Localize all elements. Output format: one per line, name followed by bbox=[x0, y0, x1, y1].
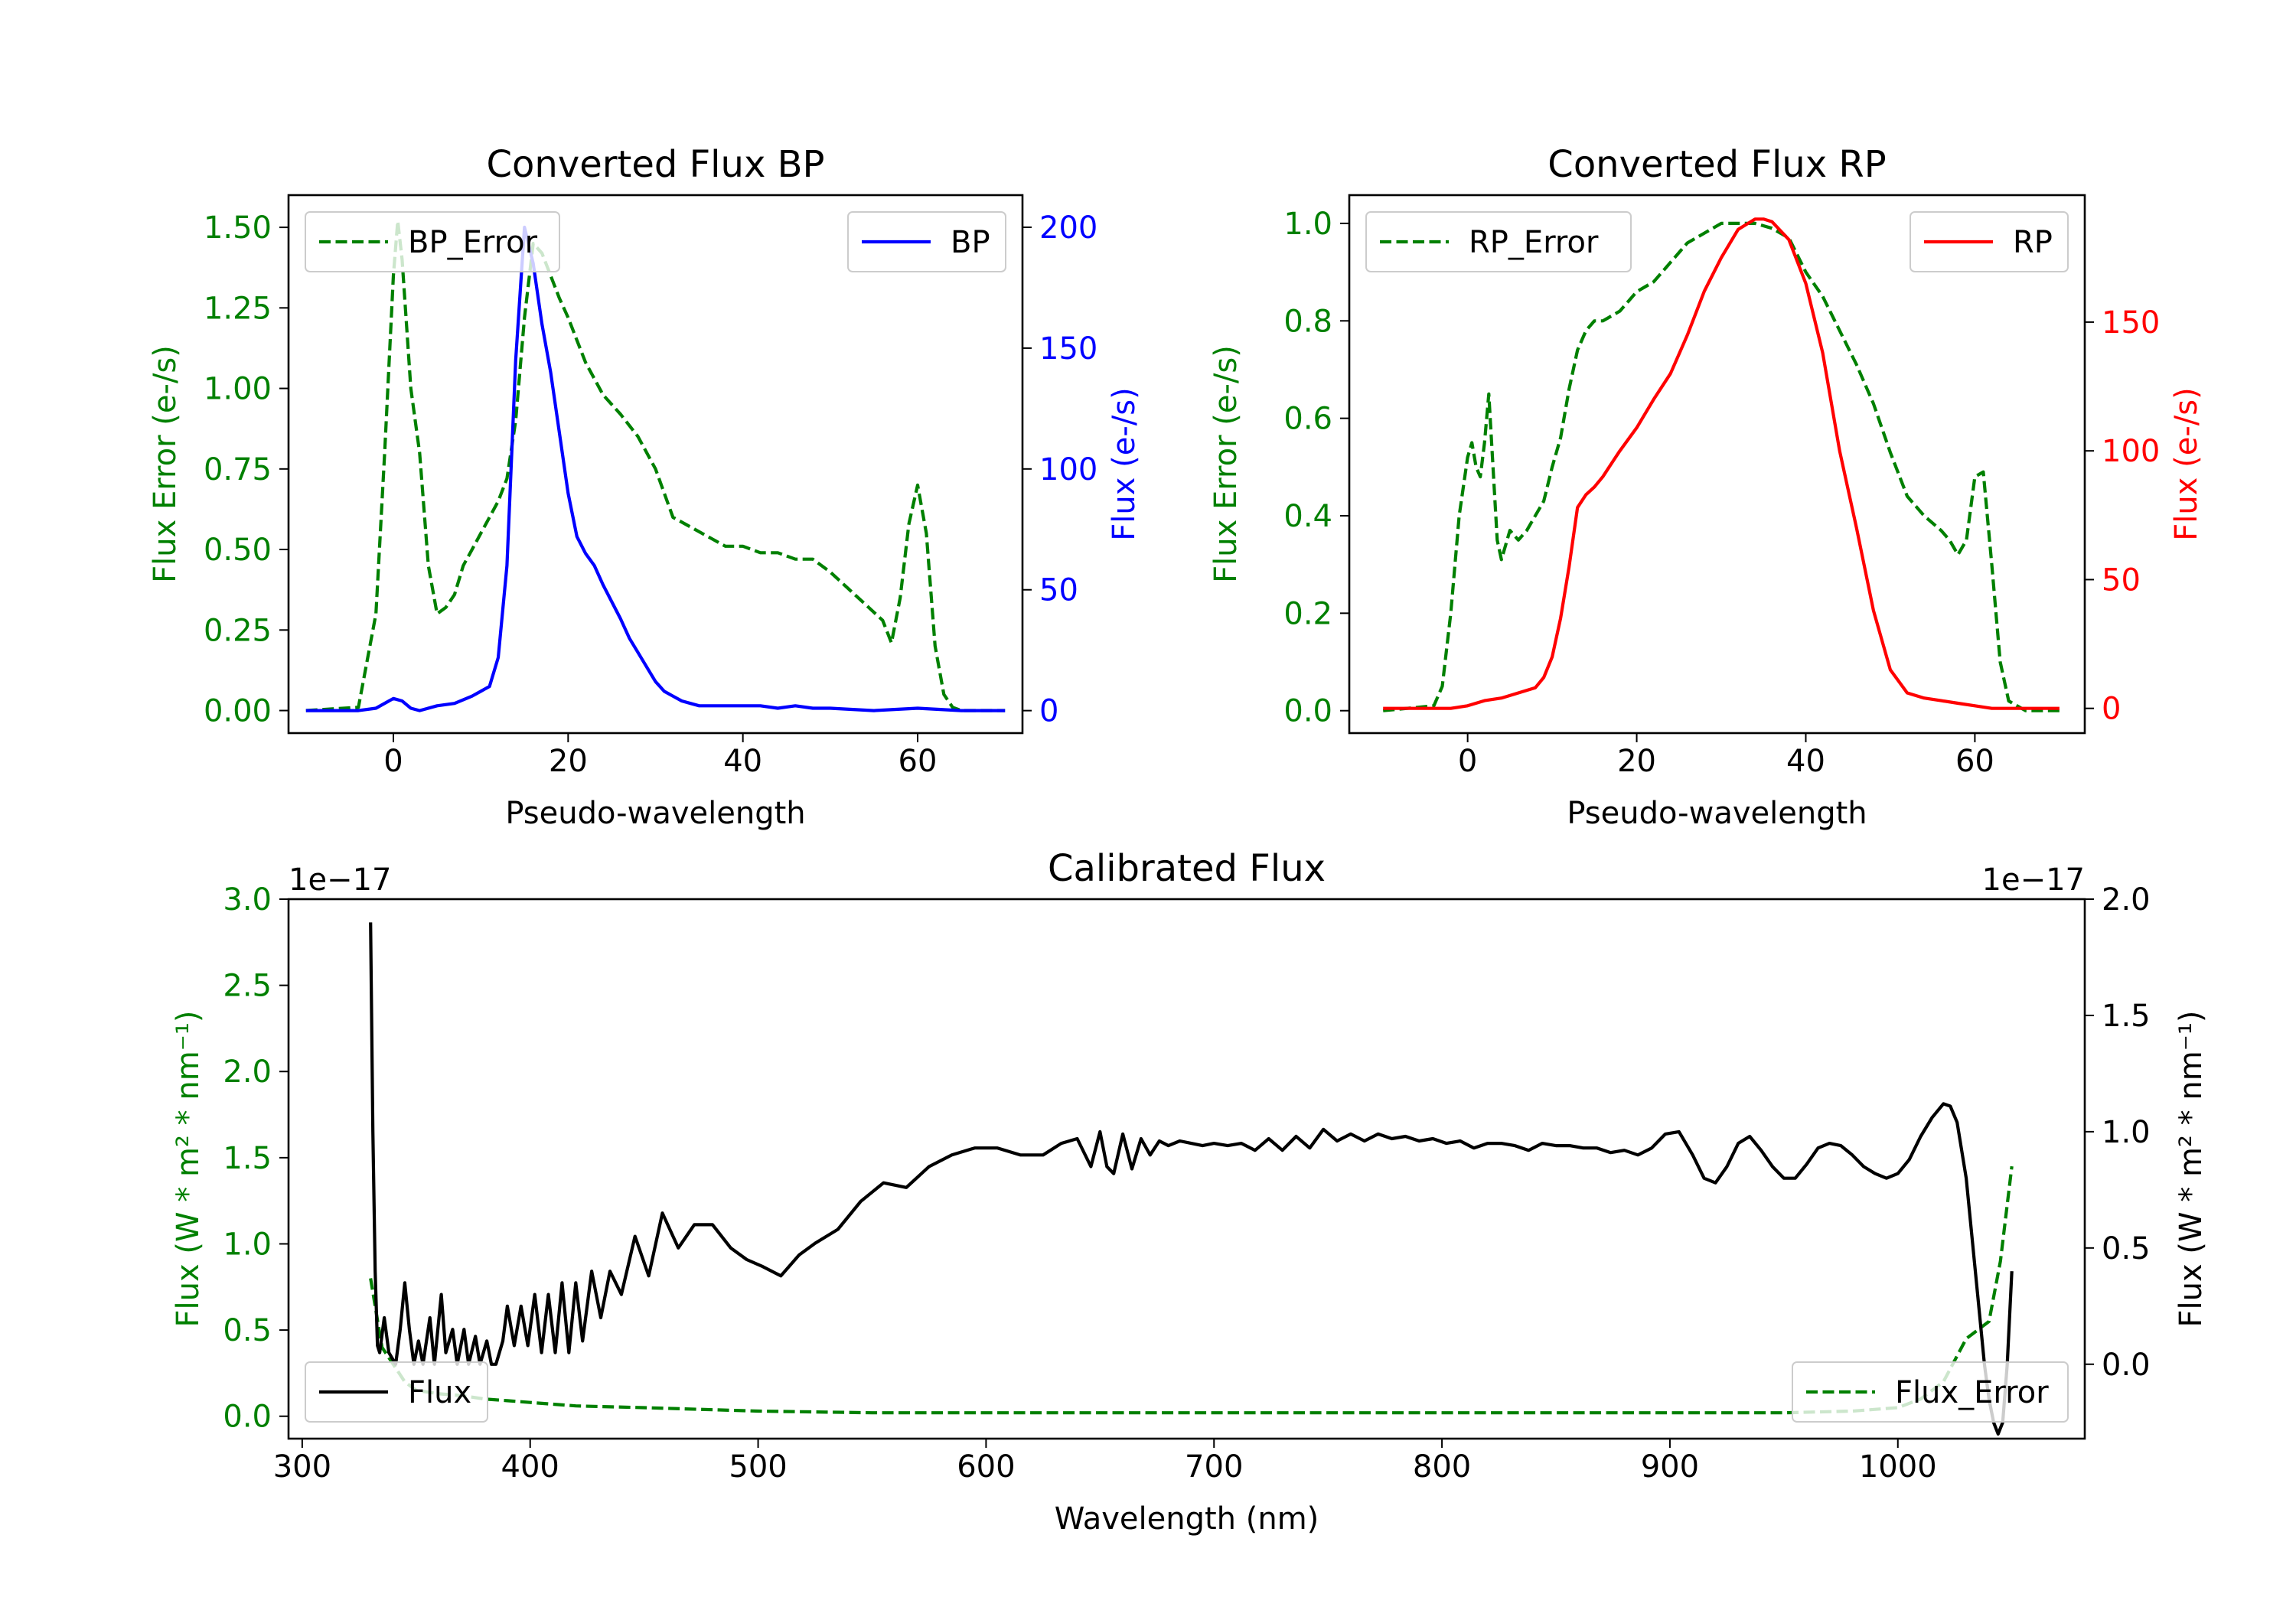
y-left-tick-label: 0.75 bbox=[204, 452, 272, 487]
y-left-tick-label: 0.4 bbox=[1283, 499, 1332, 534]
x-tick-label: 20 bbox=[549, 744, 588, 779]
y-left-tick-label: 2.0 bbox=[223, 1054, 272, 1090]
x-tick-label: 40 bbox=[723, 744, 762, 779]
x-tick-label: 500 bbox=[729, 1449, 787, 1485]
y-left-tick-label: 3.0 bbox=[223, 882, 272, 918]
y-right-tick-label: 0 bbox=[2102, 692, 2121, 727]
y-left-axis-label: Flux Error (e-/s) bbox=[148, 345, 183, 583]
x-axis-label: Pseudo-wavelength bbox=[505, 796, 805, 831]
y-right-tick-label: 2.0 bbox=[2102, 882, 2151, 918]
legend-rp-error: RP_Error bbox=[1365, 211, 1632, 272]
y-left-tick-label: 0.6 bbox=[1283, 402, 1332, 437]
series-line-rp bbox=[1383, 217, 2060, 710]
legend-bp: BP bbox=[847, 211, 1006, 272]
legend-label: Flux_Error bbox=[1895, 1375, 2049, 1410]
legend-box bbox=[1792, 1361, 2069, 1423]
y-left-tick-label: 0.25 bbox=[204, 613, 272, 648]
x-tick-label: 40 bbox=[1786, 744, 1825, 779]
x-tick-label: 0 bbox=[1458, 744, 1477, 779]
y-left-tick-label: 1.0 bbox=[1283, 207, 1332, 242]
y-right-axis-label: Flux (e-/s) bbox=[1107, 387, 1142, 540]
y-right-tick-label: 200 bbox=[1039, 210, 1097, 246]
legend-label: BP bbox=[951, 225, 990, 260]
x-tick-label: 900 bbox=[1641, 1449, 1699, 1485]
x-tick-label: 700 bbox=[1185, 1449, 1243, 1485]
y-right-tick-label: 50 bbox=[1039, 573, 1078, 608]
y-right-tick-label: 1.5 bbox=[2102, 999, 2151, 1034]
x-tick-label: 600 bbox=[957, 1449, 1015, 1485]
y-right-tick-label: 100 bbox=[1039, 452, 1097, 487]
y-right-offset-label: 1e−17 bbox=[1982, 862, 2085, 898]
rp-chart: 0 20 40 60 0.0 0.2 0.4 0.6 0.8 1.0 0 50 100 150 Conver… bbox=[1208, 143, 2204, 831]
legend-rp: RP bbox=[1910, 211, 2069, 272]
y-right-tick-label: 0.5 bbox=[2102, 1231, 2151, 1266]
y-left-tick-label: 1.5 bbox=[223, 1141, 272, 1176]
series-line-flux bbox=[369, 922, 2014, 1436]
x-tick-label: 800 bbox=[1413, 1449, 1471, 1485]
x-tick-label: 300 bbox=[273, 1449, 331, 1485]
legend-box bbox=[305, 1361, 488, 1423]
legend-label: RP_Error bbox=[1469, 225, 1599, 260]
y-left-tick-label: 0.0 bbox=[223, 1400, 272, 1435]
legend-label: BP_Error bbox=[408, 225, 538, 260]
axes-frame bbox=[287, 194, 1024, 735]
y-left-tick-label: 1.00 bbox=[204, 372, 272, 407]
series-line-bp bbox=[305, 225, 1006, 712]
y-right-axis-label: Flux (e-/s) bbox=[2169, 387, 2204, 540]
x-tick-label: 1000 bbox=[1859, 1449, 1937, 1485]
chart-title: Calibrated Flux bbox=[1048, 847, 1326, 890]
y-right-tick-label: 50 bbox=[2102, 562, 2141, 598]
y-left-tick-label: 0.8 bbox=[1283, 304, 1332, 339]
y-right-axis-label: Flux (W * m² * nm⁻¹) bbox=[2174, 1011, 2209, 1328]
y-right-tick-label: 150 bbox=[2102, 305, 2160, 341]
bp-chart: 0 20 40 60 0.00 0.25 0.50 0.75 1.00 1.25 1.50 0 50 10… bbox=[148, 143, 1142, 831]
y-left-axis-label: Flux Error (e-/s) bbox=[1208, 345, 1244, 583]
legend-flux: Flux bbox=[305, 1361, 488, 1423]
y-left-tick-label: 1.50 bbox=[204, 210, 272, 246]
legend-box bbox=[305, 211, 560, 272]
y-left-tick-label: 0.2 bbox=[1283, 596, 1332, 631]
y-right-tick-label: 1.0 bbox=[2102, 1115, 2151, 1150]
y-right-tick-label: 0 bbox=[1039, 694, 1058, 729]
series-line-bp-error bbox=[305, 219, 1006, 712]
y-right-tick-label: 0.0 bbox=[2102, 1348, 2151, 1383]
series-line-rp-error bbox=[1382, 221, 2060, 712]
x-axis-label: Wavelength (nm) bbox=[1055, 1501, 1319, 1537]
y-right-tick-label: 150 bbox=[1039, 331, 1097, 367]
calibrated-flux-chart: 300 400 500 600 700 800 900 1000 0.0 0.5 1.0 1.5 2.0… bbox=[171, 847, 2209, 1537]
axes-frame bbox=[287, 898, 2086, 1440]
legend-flux-error: Flux_Error bbox=[1792, 1361, 2069, 1423]
legend-label: Flux bbox=[408, 1375, 471, 1410]
legend-label: RP bbox=[2013, 225, 2053, 260]
x-tick-label: 0 bbox=[383, 744, 403, 779]
y-left-tick-label: 0.5 bbox=[223, 1313, 272, 1348]
x-tick-label: 60 bbox=[1955, 744, 1994, 779]
y-left-tick-label: 1.25 bbox=[204, 291, 272, 326]
y-left-axis-label: Flux (W * m² * nm⁻¹) bbox=[171, 1011, 206, 1328]
y-left-offset-label: 1e−17 bbox=[289, 862, 391, 898]
y-left-tick-label: 0.00 bbox=[204, 694, 272, 729]
y-left-tick-label: 0.50 bbox=[204, 533, 272, 568]
x-axis-label: Pseudo-wavelength bbox=[1567, 796, 1867, 831]
x-tick-label: 60 bbox=[899, 744, 938, 779]
y-left-tick-label: 0.0 bbox=[1283, 694, 1332, 729]
chart-title: Converted Flux BP bbox=[487, 143, 825, 186]
x-tick-label: 400 bbox=[501, 1449, 559, 1485]
x-tick-label: 20 bbox=[1617, 744, 1656, 779]
y-left-tick-label: 1.0 bbox=[223, 1227, 272, 1262]
y-right-tick-label: 100 bbox=[2102, 434, 2160, 469]
axes-frame bbox=[1348, 194, 2086, 735]
y-left-tick-label: 2.5 bbox=[223, 969, 272, 1004]
chart-title: Converted Flux RP bbox=[1548, 143, 1886, 186]
legend-box bbox=[1365, 211, 1632, 272]
legend-bp-error: BP_Error bbox=[305, 211, 560, 272]
